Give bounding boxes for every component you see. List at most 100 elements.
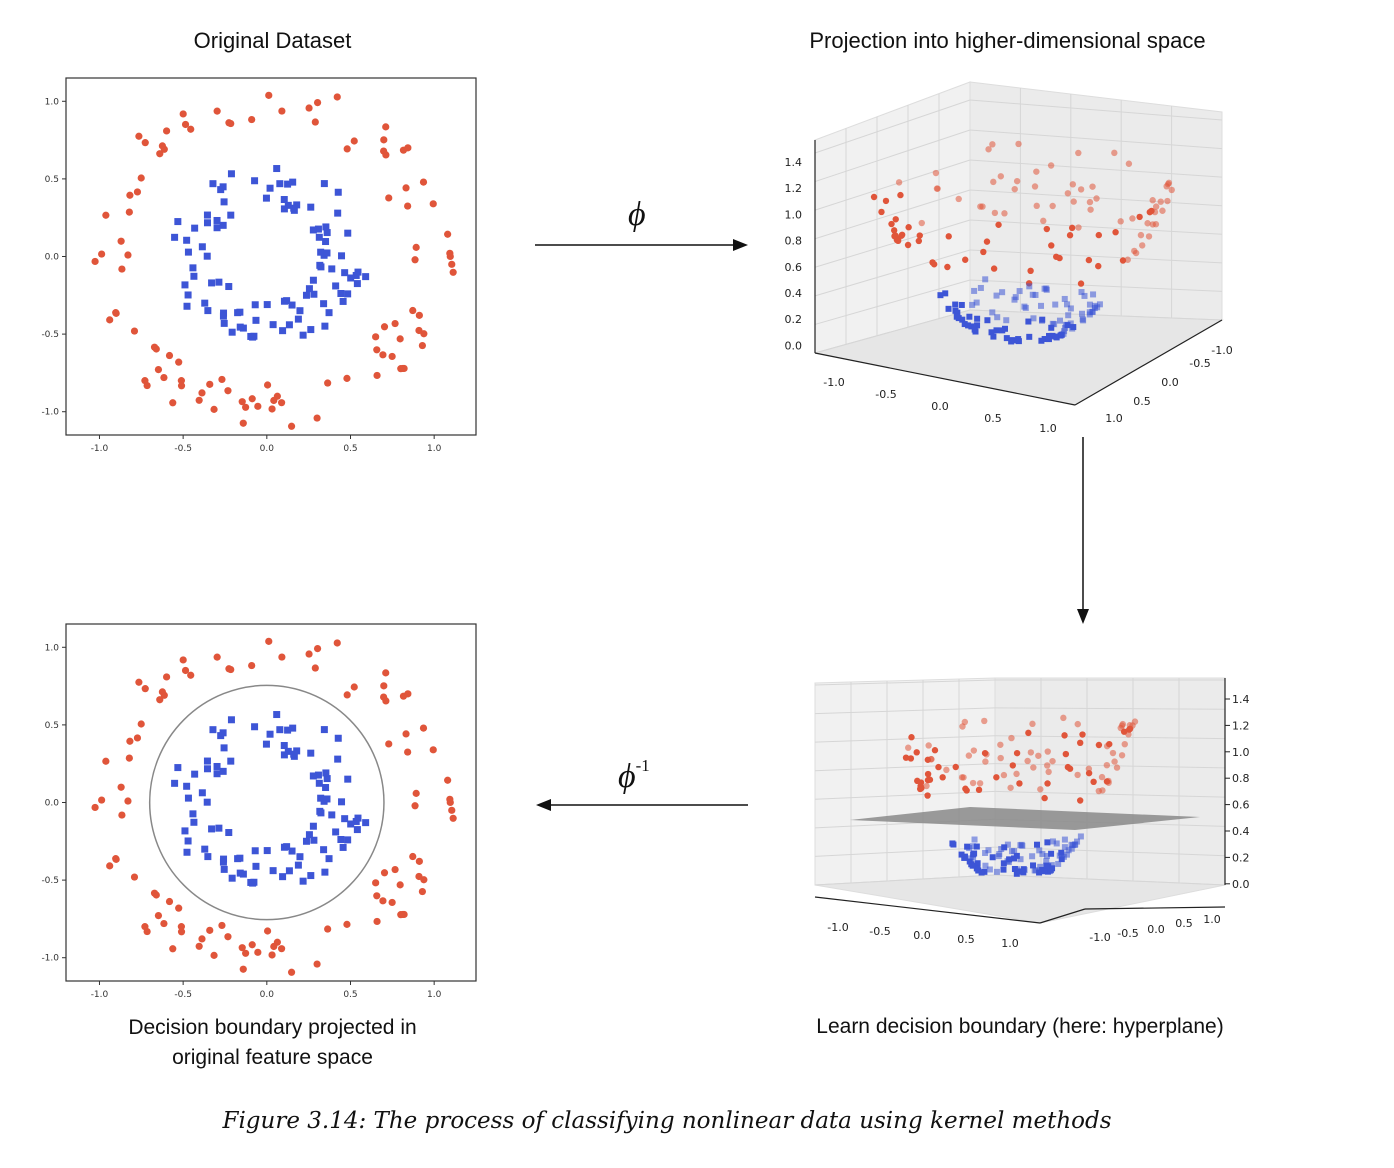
outer-class-point (396, 881, 404, 889)
outer-class-point (135, 678, 143, 686)
outer-class-point-3d (1085, 256, 1093, 264)
outer-class-point-3d (980, 248, 987, 256)
outer-class-point-3d (1075, 224, 1082, 231)
outer-class-point (133, 188, 142, 196)
outer-class-point-3d (1044, 748, 1051, 755)
inner-class-point-3d (1063, 301, 1070, 308)
inner-class-point (347, 274, 355, 282)
inner-class-point (203, 252, 211, 260)
inner-class-point-3d (1078, 310, 1085, 317)
outer-class-point (242, 403, 250, 411)
inner-class-point (285, 321, 293, 329)
outer-class-point (268, 405, 276, 413)
y-axis-line-left (1039, 908, 1086, 924)
forward-arrow (535, 239, 748, 251)
outer-class-point (379, 351, 387, 359)
outer-class-point (187, 125, 195, 133)
outer-class-point-3d (1145, 233, 1153, 240)
inner-class-point-3d (937, 292, 944, 299)
inner-class-point (209, 180, 217, 188)
x-tick-label: 0.5 (343, 990, 357, 1000)
inner-class-point (201, 299, 209, 307)
inner-class-point-3d (1068, 841, 1075, 848)
outer-class-point-3d (1111, 758, 1118, 765)
inner-class-point (227, 170, 235, 178)
inner-class-point (251, 301, 259, 309)
outer-class-point-3d (902, 754, 910, 761)
inner-class-point-3d (996, 851, 1003, 858)
y-tick-label: -1.0 (1211, 344, 1232, 357)
x-tick-label: -1.0 (91, 990, 109, 1000)
outer-class-point-3d (1007, 784, 1014, 791)
y-tick-label: 0.5 (45, 721, 59, 731)
outer-class-point (263, 927, 272, 935)
outer-class-point (380, 323, 389, 331)
inner-class-point-3d (1053, 334, 1060, 341)
outer-class-point (305, 104, 313, 112)
inner-class-point (171, 233, 179, 241)
inner-class-point (280, 205, 288, 213)
inner-class-point-3d (974, 322, 981, 329)
inner-class-point (310, 836, 318, 844)
outer-class-point-3d (1044, 780, 1051, 787)
inner-class-point (280, 196, 288, 204)
inner-class-point (228, 874, 236, 882)
outer-class-point-3d (1124, 256, 1131, 263)
x-tick-label: 1.0 (1001, 937, 1019, 950)
inner-class-point (284, 726, 292, 734)
inner-class-point (262, 740, 270, 748)
inner-class-point-3d (1046, 332, 1053, 339)
outer-class-point-3d (934, 185, 941, 192)
outer-class-point-3d (923, 782, 930, 790)
y-tick-label: -1.0 (41, 954, 59, 964)
inner-class-point (317, 263, 325, 271)
outer-class-point-3d (1077, 186, 1085, 193)
outer-class-point (446, 795, 454, 803)
inner-class-point-3d (967, 855, 974, 862)
inner-class-point-3d (1055, 860, 1062, 867)
outer-class-point (137, 720, 145, 728)
outer-class-point-3d (894, 237, 902, 245)
x-tick-label: 0.5 (343, 444, 357, 454)
z-tick-label: 0.6 (1232, 799, 1250, 812)
inner-class-point (273, 165, 281, 173)
outer-class-point-3d (935, 763, 942, 771)
outer-class-point (385, 740, 393, 748)
x-tick-label: -0.5 (174, 444, 192, 454)
outer-class-point (158, 142, 166, 150)
inner-class-point (315, 779, 323, 787)
outer-class-point-3d (982, 758, 989, 765)
outer-class-point-3d (1008, 734, 1015, 742)
inner-class-point (309, 822, 317, 830)
inner-class-point-3d (1061, 295, 1068, 302)
inner-class-point-3d (969, 862, 976, 869)
inner-class-point (280, 742, 288, 750)
outer-class-point (130, 327, 139, 335)
outer-class-point (397, 365, 405, 373)
inner-class-point (184, 794, 192, 802)
inner-class-point (353, 826, 361, 834)
y-tick-label: 0.0 (45, 253, 60, 263)
inner-class-point-3d (1052, 301, 1059, 308)
inner-class-point (209, 726, 217, 734)
inner-class-point-3d (1032, 867, 1039, 874)
outer-class-point-3d (989, 141, 996, 148)
outer-class-point-3d (1033, 202, 1040, 210)
inner-class-point (220, 865, 228, 873)
inner-class-point-3d (993, 327, 1000, 334)
outer-class-point-3d (1047, 162, 1055, 169)
inner-class-point-3d (1013, 870, 1020, 877)
inner-class-point (305, 285, 313, 293)
outer-class-point-3d (1093, 195, 1100, 202)
outer-class-point (382, 123, 390, 131)
outer-class-point-3d (892, 232, 899, 239)
inner-class-point-3d (990, 333, 997, 340)
outer-class-point-3d (1025, 729, 1032, 737)
outer-class-point (388, 352, 396, 361)
outer-class-point-3d (1106, 740, 1113, 748)
outer-class-point (391, 319, 399, 328)
inner-class-point-3d (1039, 316, 1046, 323)
z-tick-label: 0.8 (1232, 772, 1250, 785)
outer-class-point-3d (1048, 242, 1055, 249)
outer-class-point (206, 380, 214, 388)
